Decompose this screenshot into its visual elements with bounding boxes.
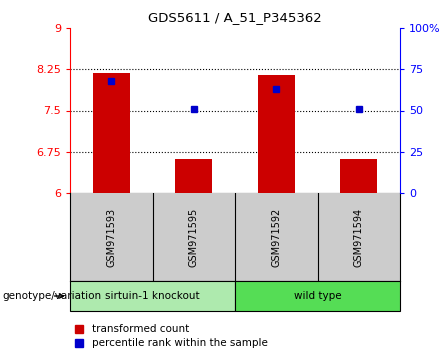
Text: GSM971592: GSM971592 — [271, 207, 281, 267]
Bar — [340, 159, 378, 193]
Text: transformed count: transformed count — [92, 324, 189, 334]
Text: percentile rank within the sample: percentile rank within the sample — [92, 338, 268, 348]
Text: wild type: wild type — [293, 291, 341, 301]
Text: GSM971593: GSM971593 — [106, 207, 116, 267]
Title: GDS5611 / A_51_P345362: GDS5611 / A_51_P345362 — [148, 11, 322, 24]
Bar — [258, 75, 295, 193]
Bar — [93, 73, 130, 193]
Bar — [70, 281, 235, 311]
Bar — [235, 281, 400, 311]
Text: genotype/variation: genotype/variation — [2, 291, 101, 301]
Text: sirtuin-1 knockout: sirtuin-1 knockout — [105, 291, 200, 301]
Bar — [175, 159, 213, 193]
Text: GSM971594: GSM971594 — [354, 207, 364, 267]
Text: GSM971595: GSM971595 — [189, 207, 199, 267]
